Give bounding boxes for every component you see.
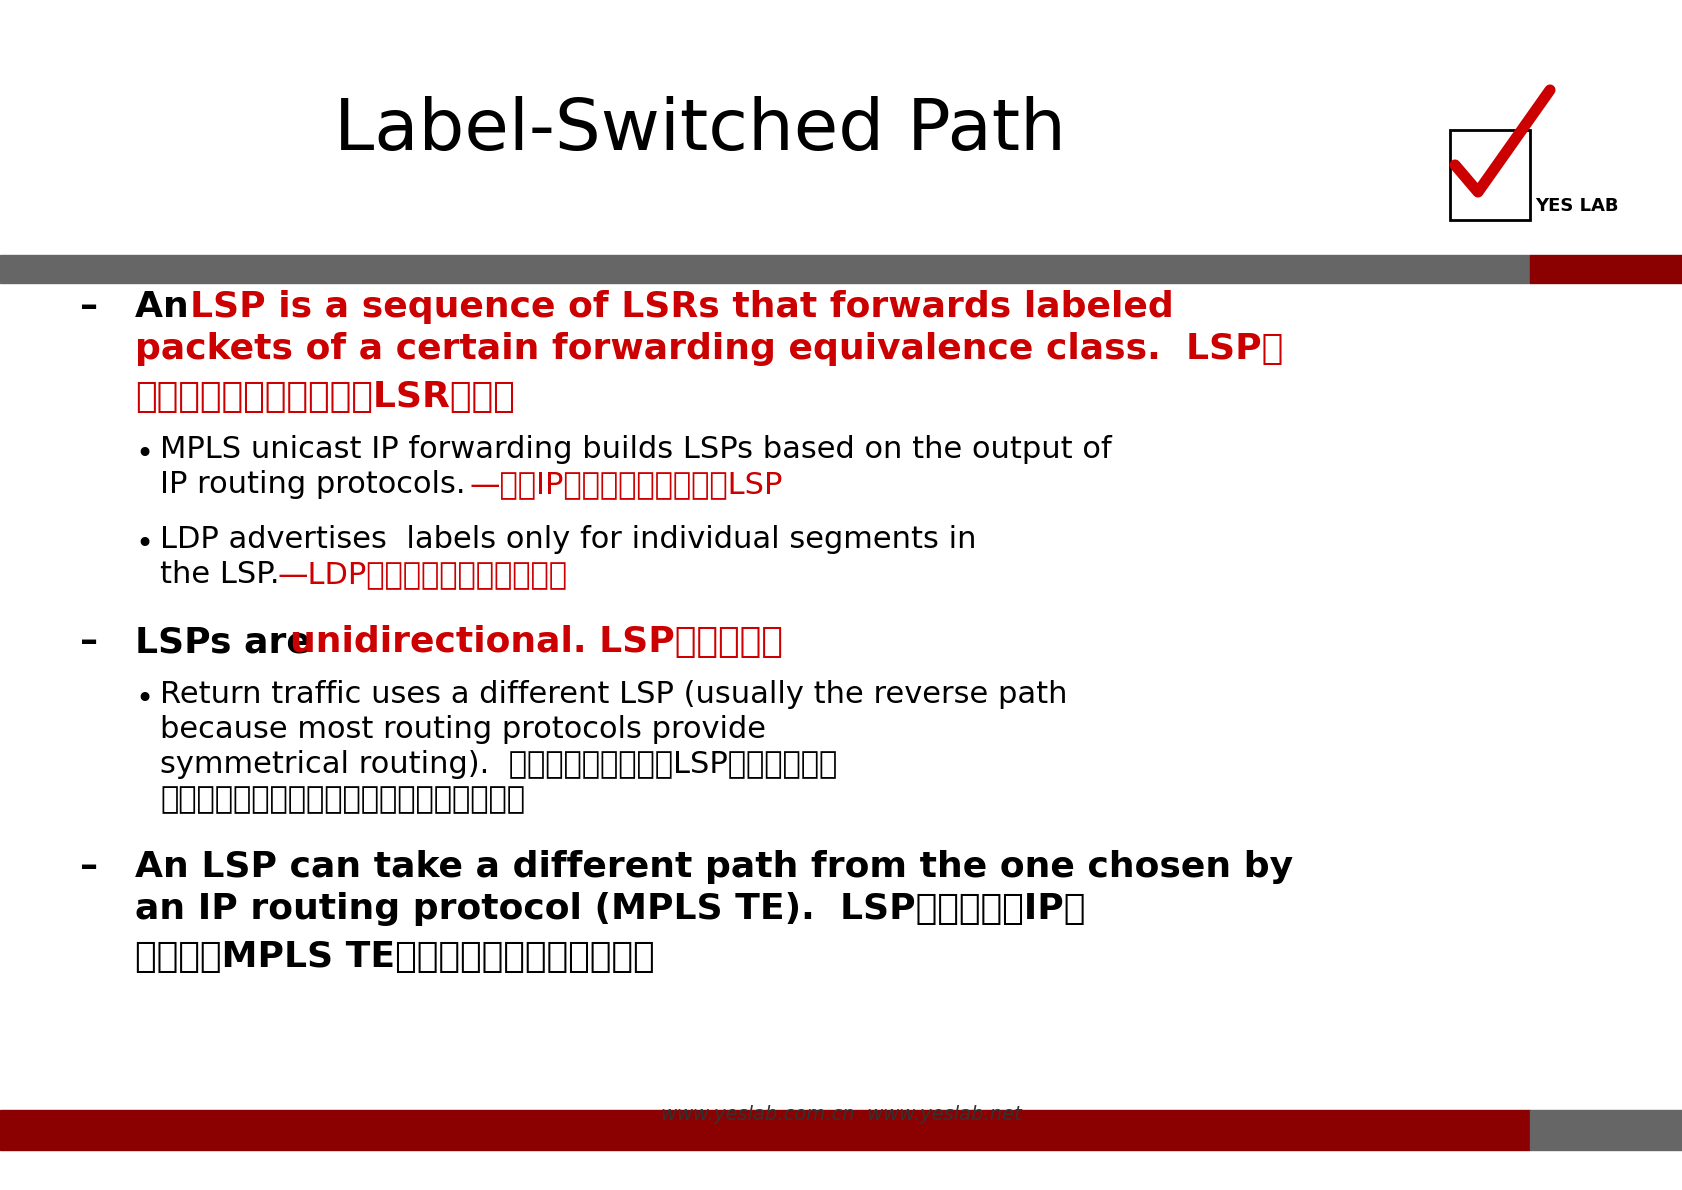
Text: MPLS unicast IP forwarding builds LSPs based on the output of: MPLS unicast IP forwarding builds LSPs b… xyxy=(160,436,1112,464)
Text: An LSP can take a different path from the one chosen by: An LSP can take a different path from th… xyxy=(135,850,1292,884)
Bar xyxy=(1529,1110,1682,1150)
Text: IP routing protocols.: IP routing protocols. xyxy=(160,470,466,499)
Text: 路径，因为大多数路由协议提供对称路由）。: 路径，因为大多数路由协议提供对称路由）。 xyxy=(160,785,525,814)
Text: •: • xyxy=(135,685,153,714)
Bar xyxy=(0,1110,1529,1150)
Text: 由协议（MPLS TE）选择的路径不同的路径。: 由协议（MPLS TE）选择的路径不同的路径。 xyxy=(135,940,654,973)
Text: –: – xyxy=(81,850,98,884)
Text: –: – xyxy=(81,290,98,324)
Text: —LDP通告标签是基于单条路由: —LDP通告标签是基于单条路由 xyxy=(278,560,567,589)
Text: •: • xyxy=(135,440,153,469)
Text: 转发等价类的标签分组的LSR序列。: 转发等价类的标签分组的LSR序列。 xyxy=(135,380,515,414)
Text: LDP advertises  labels only for individual segments in: LDP advertises labels only for individua… xyxy=(160,525,976,555)
Text: Return traffic uses a different LSP (usually the reverse path: Return traffic uses a different LSP (usu… xyxy=(160,679,1066,709)
Text: www.yeslab.com.cn  www.yeslab.net: www.yeslab.com.cn www.yeslab.net xyxy=(661,1106,1021,1125)
Text: Label-Switched Path: Label-Switched Path xyxy=(333,95,1065,164)
Text: packets of a certain forwarding equivalence class.  LSP是: packets of a certain forwarding equivale… xyxy=(135,332,1282,367)
Text: LSPs are: LSPs are xyxy=(135,625,323,659)
Text: LSP is a sequence of LSRs that forwards labeled: LSP is a sequence of LSRs that forwards … xyxy=(190,290,1172,324)
Bar xyxy=(1450,130,1529,220)
Text: An: An xyxy=(135,290,202,324)
Bar xyxy=(1529,255,1682,283)
Text: –: – xyxy=(81,625,98,659)
Text: symmetrical routing).  返回流量使用不同的LSP（通常是反向: symmetrical routing). 返回流量使用不同的LSP（通常是反向 xyxy=(160,750,836,779)
Text: YES LAB: YES LAB xyxy=(1534,198,1618,215)
Text: —基于IP路由协议的输出建立LSP: —基于IP路由协议的输出建立LSP xyxy=(469,470,782,499)
Text: •: • xyxy=(135,530,153,559)
Text: because most routing protocols provide: because most routing protocols provide xyxy=(160,715,765,744)
Bar xyxy=(0,255,1529,283)
Text: an IP routing protocol (MPLS TE).  LSP可以采用与IP路: an IP routing protocol (MPLS TE). LSP可以采… xyxy=(135,892,1085,926)
Text: the LSP.: the LSP. xyxy=(160,560,279,589)
Text: unidirectional. LSP是单向的。: unidirectional. LSP是单向的。 xyxy=(289,625,782,659)
